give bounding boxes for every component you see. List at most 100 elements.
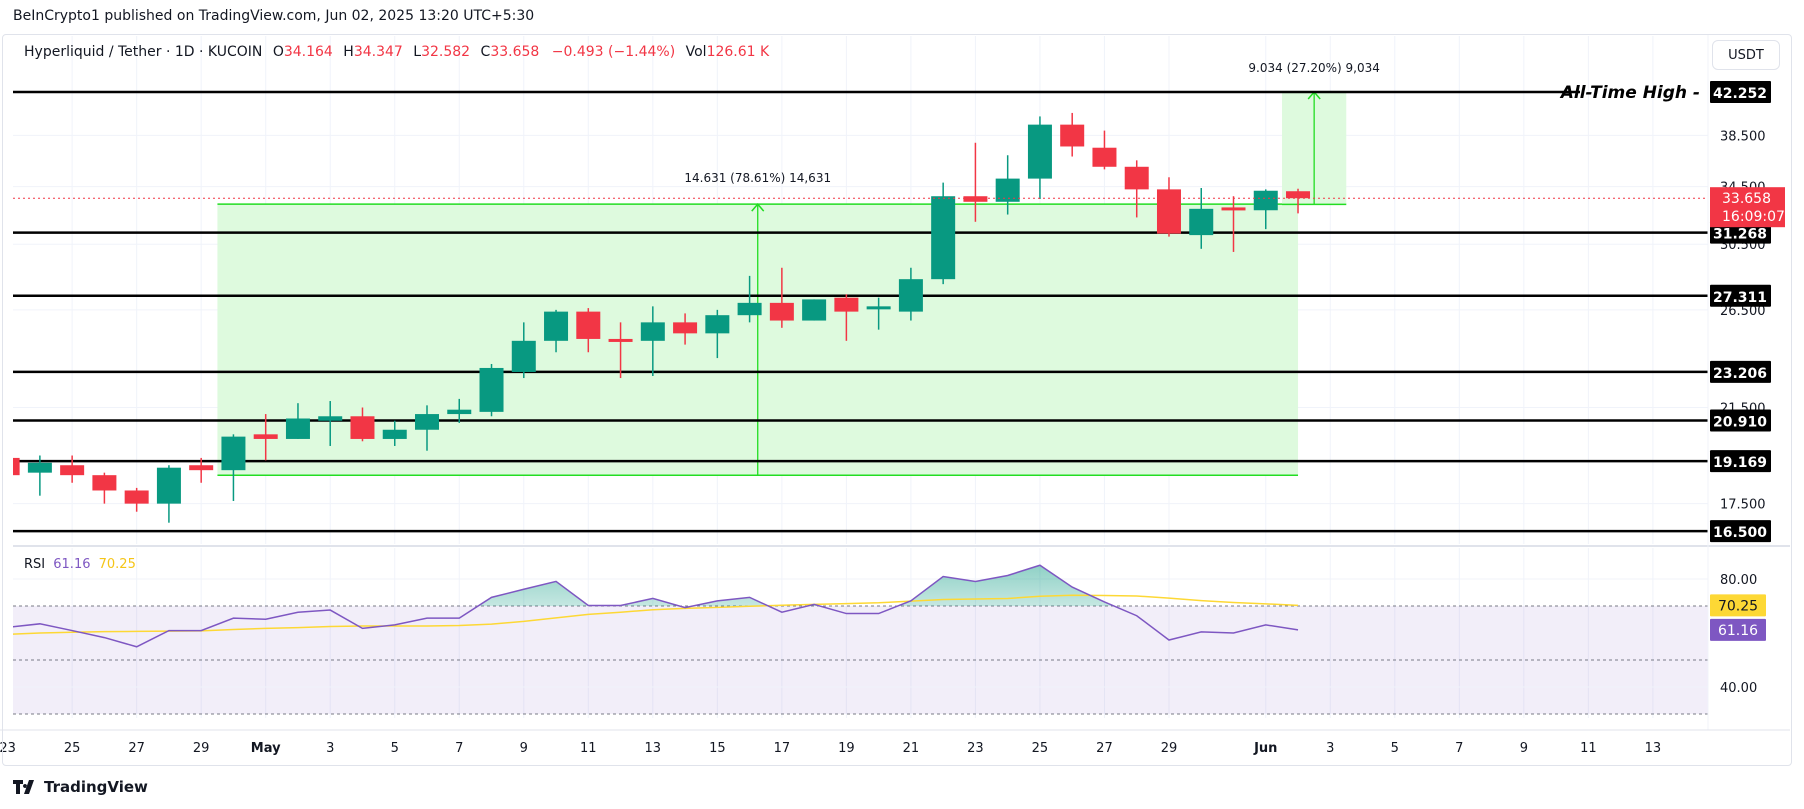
- candle-body: [931, 196, 956, 280]
- candle-body: [802, 299, 827, 321]
- chart-frame: [2, 34, 1792, 766]
- rsi-tag-label: 61.16: [1718, 623, 1758, 639]
- y-tick-label: 17.500: [1720, 498, 1766, 513]
- level-price-tag: [1710, 520, 1771, 543]
- x-tick-label: 29: [193, 741, 210, 756]
- x-tick-label: 29: [1161, 741, 1178, 756]
- volume-label: Vol: [685, 44, 707, 60]
- x-tick-label: 11: [580, 741, 597, 756]
- candle-body: [511, 340, 536, 372]
- candle-body: [156, 467, 181, 504]
- volume-value: 126.61 K: [706, 44, 770, 60]
- candle-body: [189, 465, 214, 471]
- candle: [1060, 112, 1085, 157]
- x-tick-label: 11: [1580, 741, 1597, 756]
- candle: [350, 407, 375, 442]
- x-tick-label: 25: [1032, 741, 1049, 756]
- candle-body: [640, 322, 665, 341]
- level-price-tag: [1710, 450, 1771, 473]
- candle: [285, 403, 310, 439]
- candle-body: [92, 475, 117, 491]
- level-price-label: 20.910: [1713, 414, 1767, 430]
- candle: [92, 472, 117, 504]
- level-price-tag: [1710, 409, 1771, 432]
- level-price-label: 42.252: [1713, 86, 1767, 102]
- y-tick-label: 26.500: [1720, 304, 1766, 319]
- level-price-tag: [1710, 284, 1771, 307]
- currency-button[interactable]: USDT: [1712, 40, 1780, 70]
- rsi-y-tick-label: 40.00: [1720, 681, 1757, 696]
- x-tick-label: 3: [1326, 741, 1334, 756]
- level-price-label: 31.268: [1713, 227, 1767, 243]
- x-tick-label: 3: [326, 741, 334, 756]
- measure-label: 14.631 (78.61%) 14,631: [684, 171, 831, 185]
- countdown-label: 16:09:07: [1722, 209, 1785, 225]
- measure-label: 9.034 (27.20%) 9,034: [1248, 61, 1379, 75]
- candle-body: [866, 306, 891, 310]
- candle-body: [1124, 166, 1149, 190]
- symbol-title[interactable]: Hyperliquid / Tether · 1D · KUCOIN: [24, 44, 263, 60]
- candle-body: [1092, 147, 1117, 167]
- candle: [415, 405, 439, 451]
- rsi-ma-line: [13, 594, 1299, 635]
- candle-body: [769, 302, 794, 321]
- candle: [382, 420, 407, 446]
- rsi-tag: [1710, 618, 1766, 641]
- rsi-line: [13, 564, 1299, 648]
- candle: [447, 398, 472, 423]
- x-tick-label: 23: [0, 741, 16, 756]
- candle: [834, 294, 859, 341]
- candle: [124, 487, 149, 512]
- candle-body: [963, 196, 988, 202]
- level-price-label: 16.500: [1713, 525, 1767, 541]
- candle: [898, 267, 923, 321]
- close-value: 33.658: [490, 44, 540, 60]
- x-tick-label: 5: [391, 741, 399, 756]
- candle: [479, 363, 504, 417]
- candle-body: [1156, 189, 1181, 234]
- x-tick-label: 19: [838, 741, 855, 756]
- candle-body: [415, 414, 439, 430]
- candle: [318, 401, 343, 446]
- candle: [156, 465, 181, 523]
- level-price-label: 27.311: [1713, 290, 1767, 306]
- rsi-title[interactable]: RSI: [24, 557, 46, 572]
- x-tick-label: 13: [1645, 741, 1662, 756]
- candle: [511, 322, 536, 379]
- candle: [544, 309, 569, 353]
- rsi-ma-value: 70.25: [98, 557, 136, 572]
- level-price-label: 19.169: [1713, 455, 1767, 471]
- symbol-legend: Hyperliquid / Tether · 1D · KUCOIN O34.1…: [24, 44, 769, 60]
- x-tick-label: 9: [1520, 741, 1528, 756]
- candle-body: [1060, 124, 1085, 147]
- x-tick-label: 27: [128, 741, 145, 756]
- candle: [1092, 130, 1117, 170]
- candle: [705, 309, 730, 359]
- x-tick-label: 17: [774, 741, 791, 756]
- level-price-tag: [1710, 360, 1771, 383]
- candle: [13, 457, 20, 476]
- tradingview-logo-icon: [13, 780, 34, 794]
- candle-body: [705, 315, 730, 334]
- candle: [1156, 177, 1181, 237]
- candle: [1221, 196, 1246, 252]
- x-tick-label: 25: [64, 741, 81, 756]
- tradingview-logo[interactable]: TradingView: [13, 778, 148, 796]
- candle-body: [576, 311, 601, 339]
- candle: [737, 275, 762, 323]
- candle-body: [834, 297, 859, 312]
- candle: [1286, 188, 1311, 214]
- x-tick-label: 15: [709, 741, 726, 756]
- candle: [673, 313, 698, 345]
- candle-body: [995, 178, 1020, 202]
- candle: [769, 267, 794, 328]
- rsi-ma-tag: [1710, 594, 1766, 617]
- high-label: H: [343, 44, 354, 60]
- candle: [995, 155, 1020, 215]
- ath-annotation: All-Time High -: [1559, 83, 1700, 103]
- candle-body: [447, 409, 472, 415]
- candle-body: [60, 465, 85, 476]
- x-tick-label: 21: [903, 741, 920, 756]
- candle: [27, 455, 52, 496]
